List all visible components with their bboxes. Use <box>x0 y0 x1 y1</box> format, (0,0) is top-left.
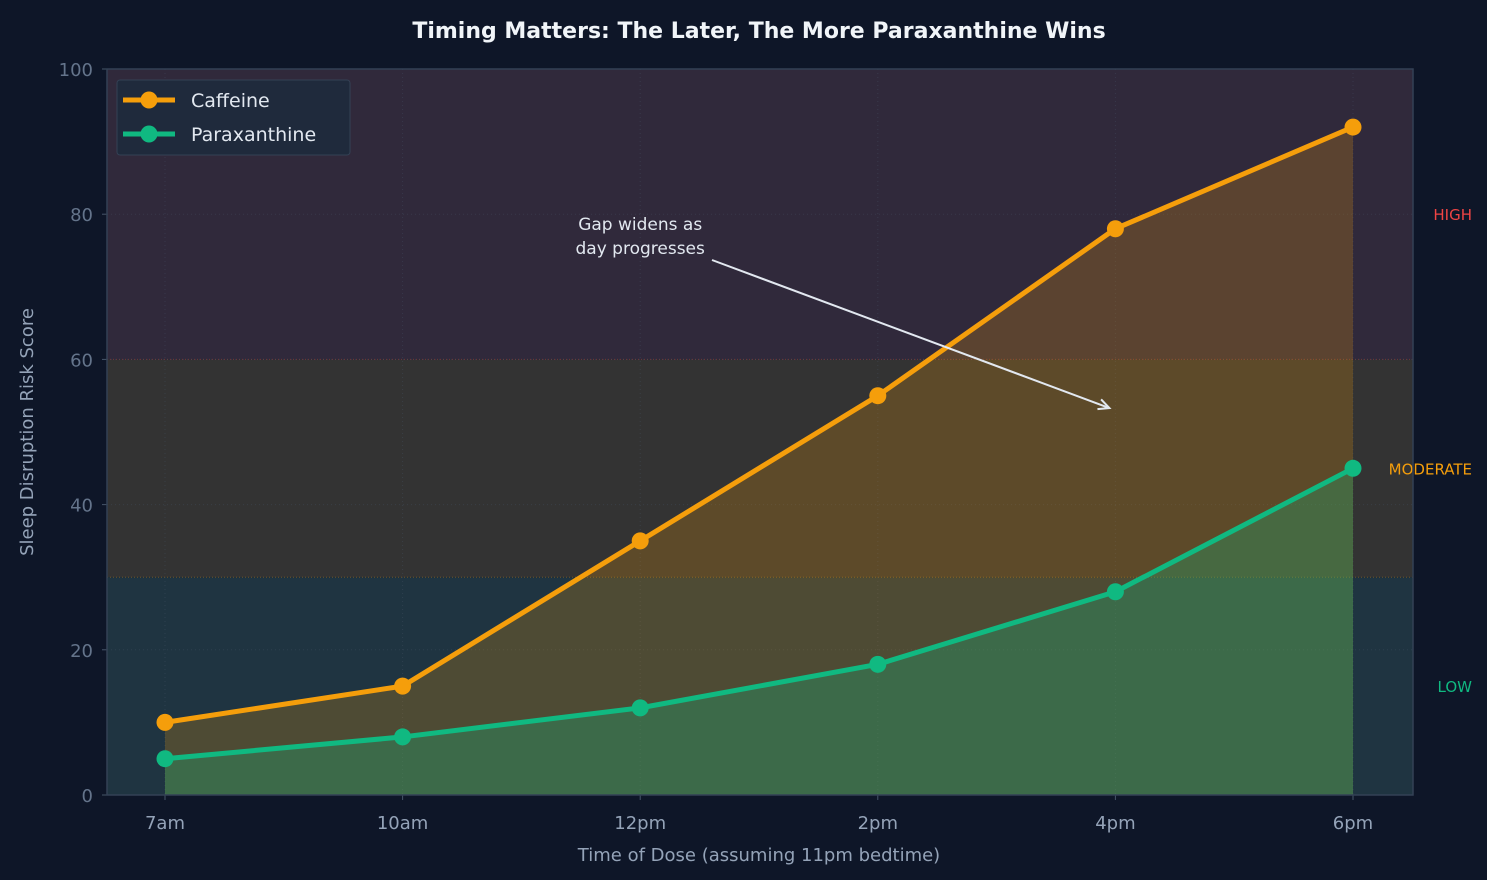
caffeine-point <box>1344 118 1362 136</box>
x-tick-label: 6pm <box>1333 813 1373 834</box>
annotation-text: Gap widens as <box>578 215 702 235</box>
annotation: Gap widens as day progresses <box>576 215 1112 411</box>
x-tick-label: 2pm <box>858 813 898 834</box>
x-tick-label: 12pm <box>614 813 666 834</box>
x-tick-label: 7am <box>145 813 185 834</box>
arrowhead-icon <box>1097 398 1112 411</box>
zone-label-low: LOW <box>1438 678 1473 696</box>
caffeine-point <box>631 532 649 550</box>
y-tick-label: 0 <box>82 786 93 807</box>
legend-swatch-marker <box>140 125 158 143</box>
legend-label-caffeine: Caffeine <box>191 90 270 112</box>
x-tick-label: 4pm <box>1095 813 1135 834</box>
y-tick-label: 40 <box>70 496 93 517</box>
legend: Caffeine Paraxanthine <box>116 79 351 156</box>
paraxanthine-point <box>869 655 887 673</box>
caffeine-point <box>394 677 412 695</box>
paraxanthine-area <box>165 468 1353 795</box>
paraxanthine-point <box>1344 459 1362 477</box>
series-lines <box>156 118 1362 768</box>
paraxanthine-point <box>631 699 649 717</box>
paraxanthine-point <box>156 750 174 768</box>
axes: 7am 10am 12pm 2pm 4pm 6pm 0 20 40 60 80 100 <box>59 60 1414 834</box>
caffeine-line <box>164 124 1354 725</box>
y-tick-label: 80 <box>70 205 93 226</box>
caffeine-point <box>156 713 174 731</box>
y-tick-label: 60 <box>70 350 93 371</box>
caffeine-point <box>1106 220 1124 238</box>
paraxanthine-line <box>164 466 1355 762</box>
caffeine-area <box>165 127 1353 795</box>
zone-label-moderate: MODERATE <box>1389 460 1472 478</box>
zone-label-high: HIGH <box>1433 206 1472 224</box>
y-axis-label: Sleep Disruption Risk Score <box>17 308 38 556</box>
caffeine-point <box>869 387 887 405</box>
x-axis-label: Time of Dose (assuming 11pm bedtime) <box>577 845 940 866</box>
legend-box <box>116 79 351 156</box>
paraxanthine-point <box>394 728 412 746</box>
y-tick-label: 20 <box>70 641 93 662</box>
legend-swatch-marker <box>140 91 158 109</box>
chart-title: Timing Matters: The Later, The More Para… <box>412 19 1105 44</box>
plot-frame <box>106 68 1414 796</box>
annotation-arrow <box>711 259 1110 409</box>
paraxanthine-point <box>1106 583 1124 601</box>
legend-label-paraxanthine: Paraxanthine <box>191 124 316 146</box>
y-tick-label: 100 <box>59 60 93 81</box>
x-tick-label: 10am <box>377 813 428 834</box>
annotation-text: day progresses <box>576 239 706 259</box>
series-fills <box>165 127 1353 795</box>
